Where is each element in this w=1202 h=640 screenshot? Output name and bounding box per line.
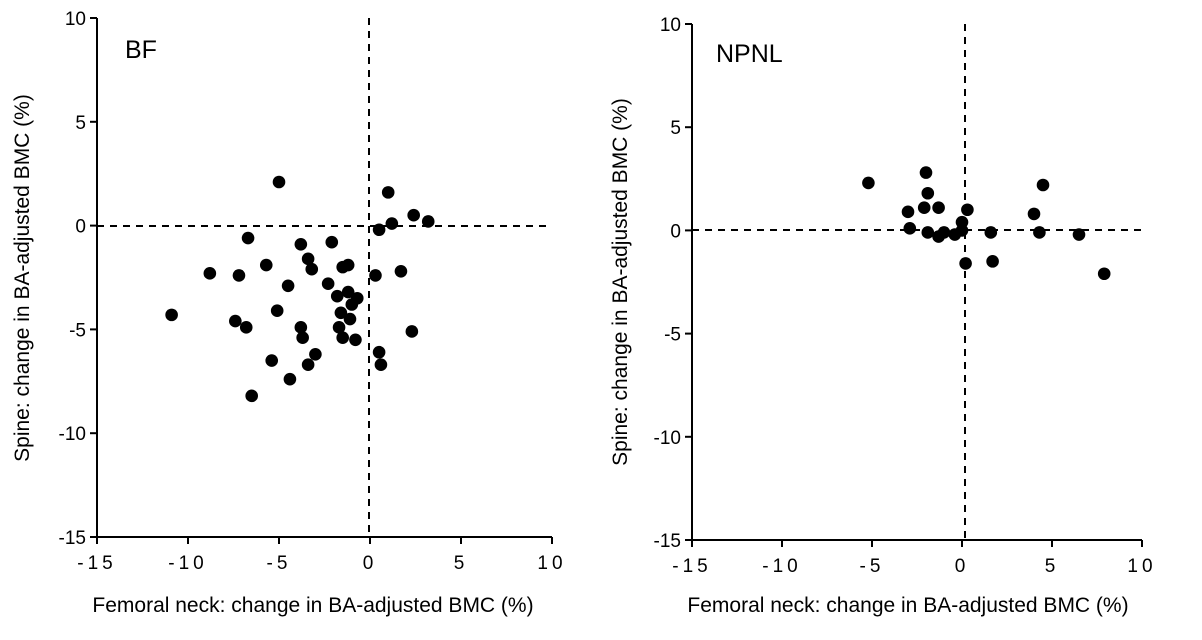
data-point [374,358,388,371]
y-axis-title: Spine: change in BA-adjusted BMC (%) [609,98,632,466]
data-point [961,203,974,217]
data-point [341,285,355,299]
y-tick-label: -15 [59,528,86,549]
data-point [203,267,217,280]
data-point [294,321,308,334]
data-point [919,166,933,179]
data-point [921,226,935,239]
ticks: -15 -10 -5 0 5 10 -15 -10 -5 0 5 10 [654,15,1156,577]
data-point [901,205,915,219]
y-tick-label: 0 [670,221,681,242]
data-point [862,176,875,190]
data-point [984,226,998,239]
data-point [1097,267,1111,281]
data-point [245,389,258,403]
data-point [265,354,279,367]
data-point [1036,178,1050,192]
data-point [296,331,309,345]
data-point [165,308,178,322]
data-point [330,289,344,303]
x-axis-title: Femoral neck: change in BA-adjusted BMC … [687,594,1128,617]
data-point [272,175,286,189]
x-tick-label: -10 [168,553,207,574]
y-tick-label: -10 [59,424,86,445]
data-point [232,269,246,282]
panel-npnl: -15 -10 -5 0 5 10 -15 -10 -5 0 5 10 NPNL Spine: cha… [609,15,1156,617]
data-point [345,298,359,311]
data-point [294,237,308,251]
data-point [229,314,242,328]
y-axis-title: Spine: change in BA-adjusted BMC (%) [11,94,34,462]
data-point [281,279,295,293]
x-tick-label: 5 [454,553,469,574]
data-point [369,269,382,282]
data-point [283,372,297,386]
data-point [334,306,348,320]
data-point [903,222,917,235]
data-point [341,258,355,272]
data-point [343,312,357,326]
panel-title: NPNL [716,40,783,68]
panel-title: BF [125,36,157,64]
data-point [321,277,335,291]
data-point [955,224,969,237]
data-point [421,215,435,228]
y-tick-label: 0 [75,217,86,238]
y-tick-label: -5 [69,320,86,341]
data-point [309,348,322,361]
data-point [301,358,315,371]
y-tick-label: 5 [670,118,681,139]
x-tick-label: -5 [267,553,292,574]
y-tick-label: 5 [75,113,86,134]
points [862,166,1111,281]
data-point [305,262,319,276]
data-point [372,223,386,237]
x-tick-label: 0 [363,553,378,574]
data-point [259,258,273,272]
data-point [239,321,253,334]
x-tick-label: -10 [762,556,801,577]
data-point [932,201,945,214]
data-point [405,325,419,338]
data-point [372,345,386,359]
x-tick-label: -5 [860,556,885,577]
data-point [917,201,931,214]
x-tick-label: 10 [537,553,566,574]
data-point [349,333,362,347]
data-point [332,321,346,334]
y-tick-label: 10 [660,15,681,36]
data-point [301,252,315,266]
data-point [1072,228,1086,241]
data-point [325,235,339,249]
x-tick-label: 5 [1045,556,1060,577]
data-point [394,264,408,278]
x-tick-label: 0 [955,556,970,577]
y-tick-label: -15 [654,531,681,552]
data-point [986,255,999,268]
y-tick-label: -10 [654,428,681,449]
data-point [921,186,935,200]
y-tick-label: 10 [65,9,86,30]
data-point [959,257,972,270]
data-point [1027,207,1041,221]
data-point [385,217,399,230]
data-point [407,208,420,222]
x-axis-title: Femoral neck: change in BA-adjusted BMC … [92,594,533,617]
data-point [336,331,350,345]
data-point [1033,226,1046,239]
x-tick-label: -15 [77,553,116,574]
data-point [270,304,284,318]
data-point [381,186,395,199]
data-point [937,226,951,239]
y-tick-label: -5 [664,325,681,346]
x-tick-label: -15 [672,556,711,577]
points [165,175,435,403]
panel-bf: -15 -10 -5 0 5 10 -15 -10 -5 0 5 10 BF Spine: chang… [11,9,566,617]
ticks: -15 -10 -5 0 5 10 -15 -10 -5 0 5 10 [59,9,566,574]
x-tick-label: 10 [1127,556,1156,577]
data-point [241,231,255,245]
